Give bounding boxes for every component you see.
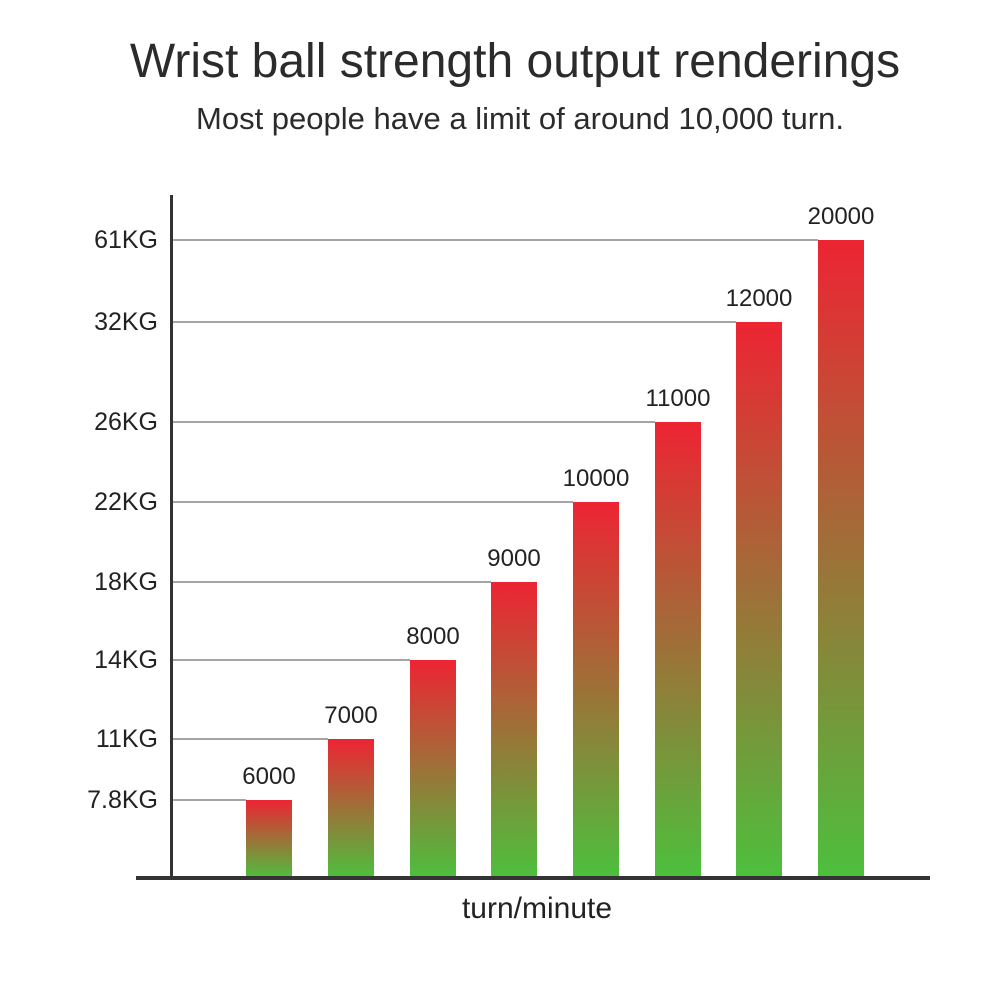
- y-tick-14kg: 14KG: [94, 646, 158, 674]
- gridline-7-8kg: [173, 799, 246, 801]
- y-tick-11kg: 11KG: [95, 725, 158, 753]
- bar-10000: [573, 502, 619, 879]
- y-tick-22kg: 22KG: [94, 488, 158, 516]
- x-axis-line: [136, 876, 930, 880]
- gridline-18kg: [173, 581, 491, 583]
- gridline-11kg: [173, 738, 328, 740]
- gridline-26kg: [173, 421, 655, 423]
- x-axis-title: turn/minute: [461, 892, 613, 925]
- bar-9000: [491, 582, 537, 879]
- y-tick-32kg: 32KG: [94, 308, 158, 336]
- gridline-61kg: [173, 239, 818, 241]
- gridline-32kg: [173, 321, 736, 323]
- chart-subtitle: Most people have a limit of around 10,00…: [196, 101, 844, 136]
- bar-value-9000: 9000: [487, 545, 541, 572]
- bar-value-6000: 6000: [242, 763, 296, 790]
- chart-title: Wrist ball strength output renderings: [129, 35, 901, 88]
- y-tick-61kg: 61KG: [94, 226, 158, 254]
- bar-value-10000: 10000: [562, 465, 630, 492]
- bar-value-11000: 11000: [645, 385, 711, 412]
- bar-7000: [328, 739, 374, 879]
- y-tick-18kg: 18KG: [94, 568, 158, 596]
- bar-value-20000: 20000: [807, 203, 875, 230]
- gridline-14kg: [173, 659, 410, 661]
- gridline-22kg: [173, 501, 573, 503]
- bar-11000: [655, 422, 701, 879]
- bar-12000: [736, 322, 782, 879]
- bar-8000: [410, 660, 456, 879]
- y-tick-7-8kg: 7.8KG: [87, 786, 158, 814]
- bar-20000: [818, 240, 864, 879]
- bar-value-12000: 12000: [725, 285, 793, 312]
- bar-value-7000: 7000: [324, 702, 378, 729]
- bar-6000: [246, 800, 292, 879]
- y-tick-26kg: 26KG: [94, 408, 158, 436]
- y-axis-line: [170, 195, 173, 880]
- bar-value-8000: 8000: [406, 623, 460, 650]
